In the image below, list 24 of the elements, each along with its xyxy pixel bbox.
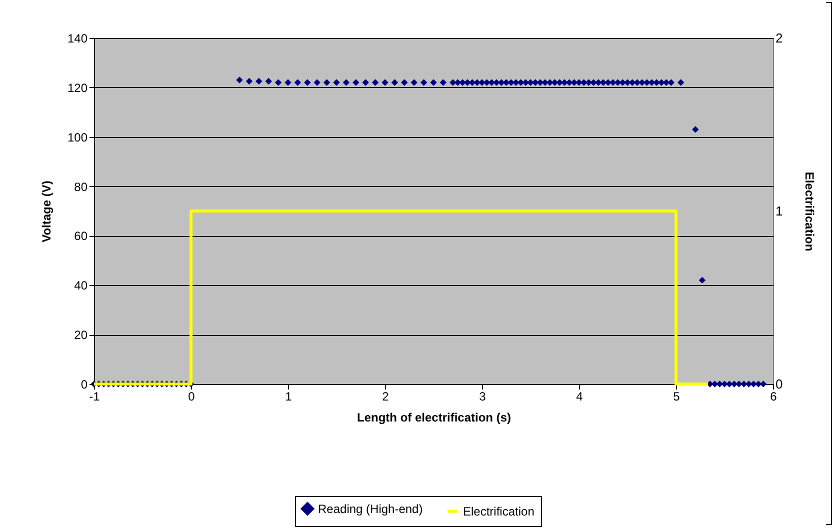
y-axis-title: Voltage (V)	[39, 180, 54, 242]
y-tick-label: 20	[74, 328, 88, 342]
x-tick-label: 6	[770, 390, 778, 404]
x-tick-label: 5	[673, 390, 680, 404]
legend-label: Electrification	[463, 504, 534, 518]
y2-axis-title: Electrification	[802, 172, 817, 252]
y-tick-label: 140	[67, 32, 88, 46]
y-tick-label: 0	[80, 378, 88, 392]
y2-tick-label: 0	[776, 376, 783, 392]
y2-tick-label: 1	[776, 204, 783, 218]
y-tick-label: 80	[74, 180, 88, 194]
x-axis-title: Length of electrification (s)	[356, 410, 512, 424]
y-tick-label: 40	[74, 278, 88, 293]
x-tick-label: 4	[576, 390, 584, 404]
y-tick-label: 60	[74, 229, 88, 244]
y-tick-label: 120	[67, 80, 88, 95]
legend-label: Reading (High-end)	[318, 502, 423, 516]
x-tick-label: 3	[479, 390, 486, 404]
y-tick-label: 100	[67, 130, 88, 144]
x-tick-label: 1	[285, 390, 292, 404]
y2-tick-label: 2	[776, 30, 783, 46]
x-tick-label: -1	[89, 390, 100, 404]
x-tick-label: 2	[382, 390, 390, 404]
x-tick-label: 0	[188, 390, 196, 404]
